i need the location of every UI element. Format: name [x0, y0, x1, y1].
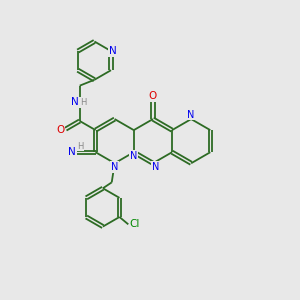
Text: N: N: [68, 147, 76, 157]
Text: N: N: [71, 98, 79, 107]
Text: N: N: [152, 162, 159, 172]
Text: H: H: [77, 142, 83, 151]
Text: N: N: [109, 46, 116, 56]
Text: O: O: [56, 125, 64, 135]
Text: N: N: [130, 151, 137, 161]
Text: N: N: [188, 110, 195, 120]
Text: Cl: Cl: [130, 219, 140, 229]
Text: N: N: [111, 162, 118, 172]
Text: O: O: [149, 92, 157, 101]
Text: H: H: [80, 98, 86, 107]
